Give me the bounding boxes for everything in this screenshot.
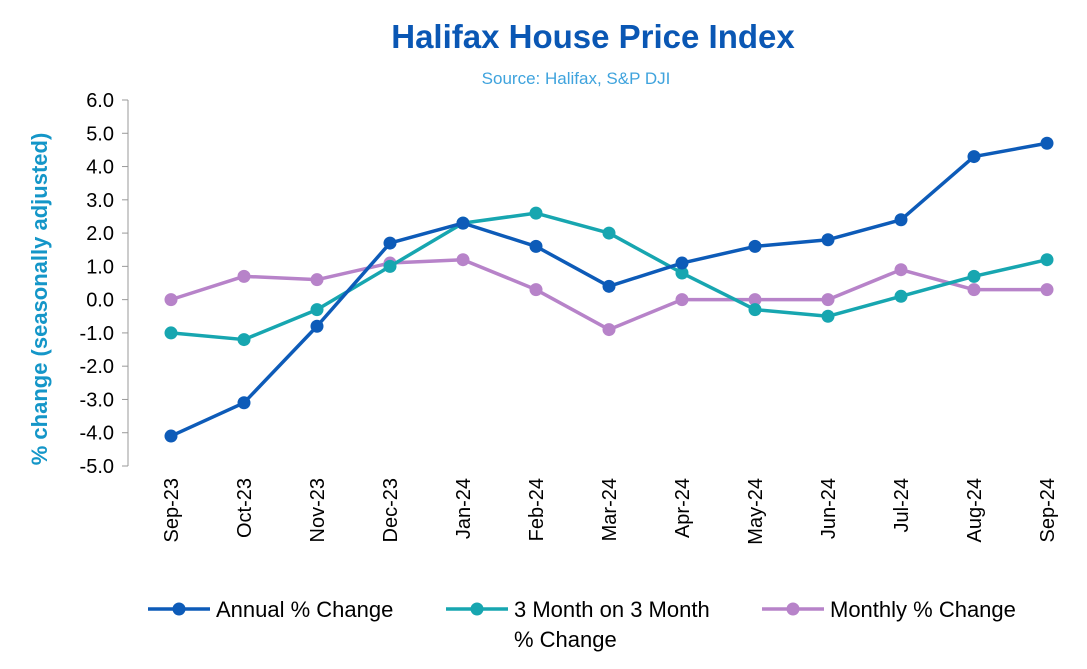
data-point [383,236,397,250]
y-tick-label: -1.0 [80,323,114,345]
data-point [237,333,251,347]
data-point [748,239,762,253]
data-point [675,266,689,280]
data-point [894,213,908,227]
x-tick-label: Aug-24 [964,478,986,543]
legend-swatch-marker [172,602,186,616]
y-tick-label: 1.0 [86,256,114,278]
y-tick-label: 6.0 [86,90,114,112]
data-point [967,283,981,297]
data-point [456,253,470,267]
x-tick-label: Jan-24 [453,478,475,539]
data-point [164,326,178,340]
data-point [1040,283,1054,297]
data-point [310,273,324,287]
y-axis-label: % change (seasonally adjusted) [27,133,52,466]
data-point [529,283,543,297]
data-point [529,239,543,253]
data-point [894,289,908,303]
legend-label: 3 Month on 3 Month [514,597,710,622]
x-tick-label: Jun-24 [818,478,840,539]
x-axis-ticks: Sep-23 Oct-23 Nov-23 Dec-23 Jan-24 Feb-24 Mar-… [161,478,1059,545]
legend-swatch-marker [470,602,484,616]
data-point [164,429,178,443]
data-point [383,259,397,273]
y-tick-label: 2.0 [86,223,114,245]
y-tick-label: -4.0 [80,423,114,445]
x-tick-label: Mar-24 [599,478,621,541]
x-tick-label: Sep-24 [1037,478,1059,543]
data-point [602,279,616,293]
data-point [456,216,470,230]
data-point [602,226,616,240]
data-point [894,263,908,277]
data-point [602,323,616,337]
data-point [748,293,762,307]
series-line [170,257,1047,332]
y-tick-label: -3.0 [80,389,114,411]
legend-label: Monthly % Change [830,597,1016,622]
data-point [1040,253,1054,267]
y-tick-label: -2.0 [80,356,114,378]
y-tick-label: 0.0 [86,290,114,312]
chart-title: Halifax House Price Index [391,18,795,55]
data-point [748,303,762,317]
data-point [1040,136,1054,150]
x-tick-label: Nov-23 [307,478,329,542]
data-point [821,293,835,307]
y-tick-label: -5.0 [80,456,114,478]
legend-label: Annual % Change [216,597,393,622]
data-point [310,303,324,317]
chart-subtitle: Source: Halifax, S&P DJI [482,69,671,88]
data-point [967,269,981,283]
series-0 [164,136,1054,443]
data-point [237,269,251,283]
x-tick-label: Oct-23 [234,478,256,538]
data-point [164,293,178,307]
y-tick-label: 5.0 [86,123,114,145]
y-axis-ticks: 6.0 5.0 4.0 3.0 2.0 1.0 0.0 -1.0 -2.0 -3.0 -4.0 -5.… [80,90,128,478]
legend-label: % Change [514,627,617,652]
data-point [967,150,981,164]
x-tick-label: Feb-24 [526,478,548,541]
x-tick-label: Apr-24 [672,478,694,538]
data-point [821,233,835,247]
data-point [675,256,689,270]
x-tick-label: Sep-23 [161,478,183,543]
y-tick-label: 3.0 [86,190,114,212]
legend-swatch-marker [786,602,800,616]
legend: Annual % Change 3 Month on 3 Month % Chang… [148,597,1016,652]
series-layer [164,136,1054,443]
series-2 [164,253,1054,337]
legend-item: Monthly % Change [762,597,1016,622]
x-tick-label: Jul-24 [891,478,913,532]
data-point [237,396,251,410]
data-point [821,309,835,323]
x-tick-label: Dec-23 [380,478,402,542]
legend-item: 3 Month on 3 Month % Change [446,597,710,652]
data-point [529,206,543,220]
data-point [675,293,689,307]
legend-item: Annual % Change [148,597,393,622]
data-point [310,319,324,333]
x-tick-label: May-24 [745,478,767,545]
y-tick-label: 4.0 [86,157,114,179]
